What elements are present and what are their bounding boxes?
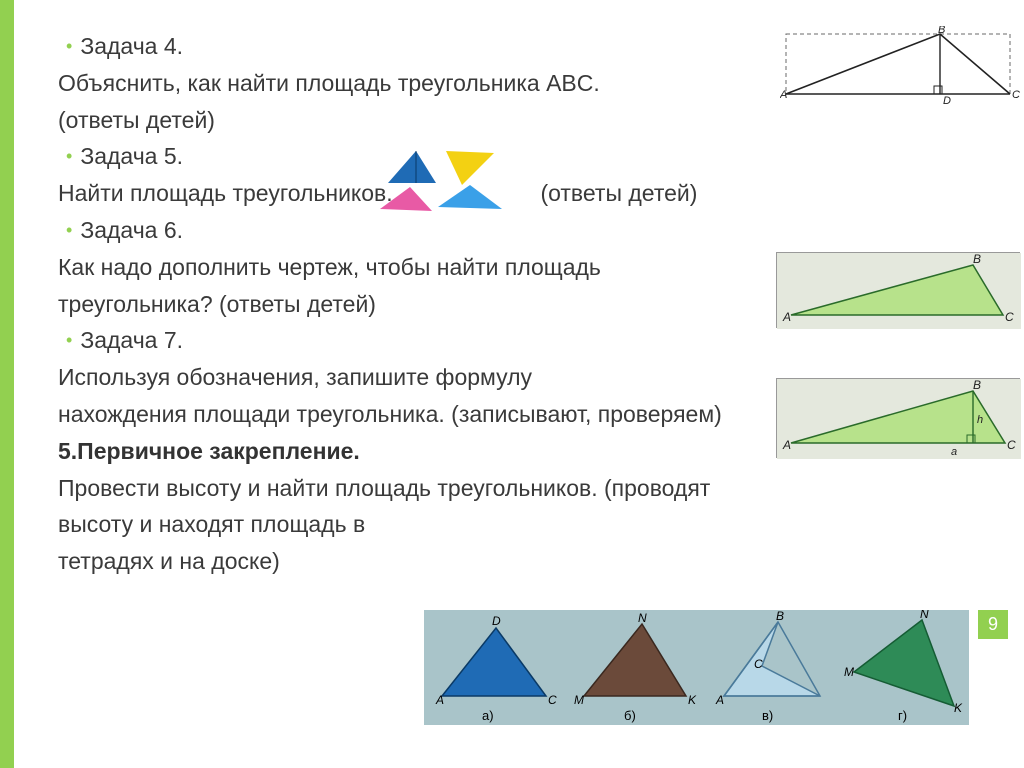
- triangle-abc-diagram: A B C D: [780, 26, 1020, 104]
- svg-text:B: B: [776, 610, 784, 623]
- section5-line2: высоту и находят площадь в: [58, 506, 996, 543]
- task5-label: • Задача 5.: [66, 138, 996, 175]
- svg-text:C: C: [1007, 438, 1016, 452]
- figure-task4: A B C D: [780, 26, 1020, 104]
- svg-text:N: N: [638, 611, 647, 625]
- bullet-icon: •: [66, 326, 72, 355]
- svg-text:A: A: [435, 693, 444, 707]
- bullet-icon: •: [66, 216, 72, 245]
- task7-label-text: Задача 7.: [80, 322, 183, 359]
- svg-text:B: B: [973, 379, 981, 392]
- svg-text:A: A: [715, 693, 724, 707]
- svg-text:a: a: [951, 446, 957, 458]
- green-triangle-h-diagram: A B C h a: [777, 379, 1021, 459]
- four-panel-triangles: A D C а) M N K б) A B C в) M N K г): [424, 610, 969, 725]
- task5-line1a: Найти площадь треугольников.: [58, 180, 393, 206]
- figure-task7: A B C h a: [776, 378, 1020, 458]
- task4-label-text: Задача 4.: [80, 28, 183, 65]
- figure-section5: A D C а) M N K б) A B C в) M N K г): [424, 610, 969, 725]
- svg-text:B: B: [938, 26, 945, 36]
- svg-text:A: A: [782, 310, 791, 324]
- svg-text:A: A: [780, 89, 787, 101]
- task5-line1: Найти площадь треугольников. (ответы дет…: [58, 175, 996, 212]
- svg-text:A: A: [782, 438, 791, 452]
- slide: • Задача 4. Объяснить, как найти площадь…: [0, 0, 1024, 768]
- svg-text:а): а): [482, 708, 494, 723]
- bullet-icon: •: [66, 142, 72, 171]
- section5-line3: тетрадях и на доске): [58, 543, 996, 580]
- svg-text:C: C: [1005, 310, 1014, 324]
- bullet-icon: •: [66, 32, 72, 61]
- page-number: 9: [978, 610, 1008, 639]
- svg-text:г): г): [898, 708, 907, 723]
- section5-line1: Провести высоту и найти площадь треуголь…: [58, 470, 996, 507]
- svg-text:K: K: [688, 693, 697, 707]
- svg-text:M: M: [844, 665, 854, 679]
- svg-text:M: M: [574, 693, 584, 707]
- figure-task6: A B C: [776, 252, 1020, 328]
- green-triangle-diagram: A B C: [777, 253, 1021, 329]
- svg-text:D: D: [943, 95, 951, 104]
- figure-task5: [376, 145, 506, 215]
- svg-text:K: K: [954, 701, 963, 715]
- task5-label-text: Задача 5.: [80, 138, 183, 175]
- task4-line2: (ответы детей): [58, 102, 996, 139]
- task6-label: • Задача 6.: [66, 212, 996, 249]
- svg-text:D: D: [492, 614, 501, 628]
- svg-text:h: h: [977, 414, 983, 426]
- svg-text:N: N: [920, 610, 929, 621]
- task5-line1b: (ответы детей): [540, 180, 697, 206]
- svg-text:B: B: [973, 253, 981, 266]
- svg-text:C: C: [548, 693, 557, 707]
- svg-text:C: C: [754, 657, 763, 671]
- four-triangles-icon: [376, 145, 506, 215]
- svg-text:C: C: [1012, 89, 1020, 101]
- task6-label-text: Задача 6.: [80, 212, 183, 249]
- svg-text:б): б): [624, 708, 636, 723]
- svg-text:в): в): [762, 708, 773, 723]
